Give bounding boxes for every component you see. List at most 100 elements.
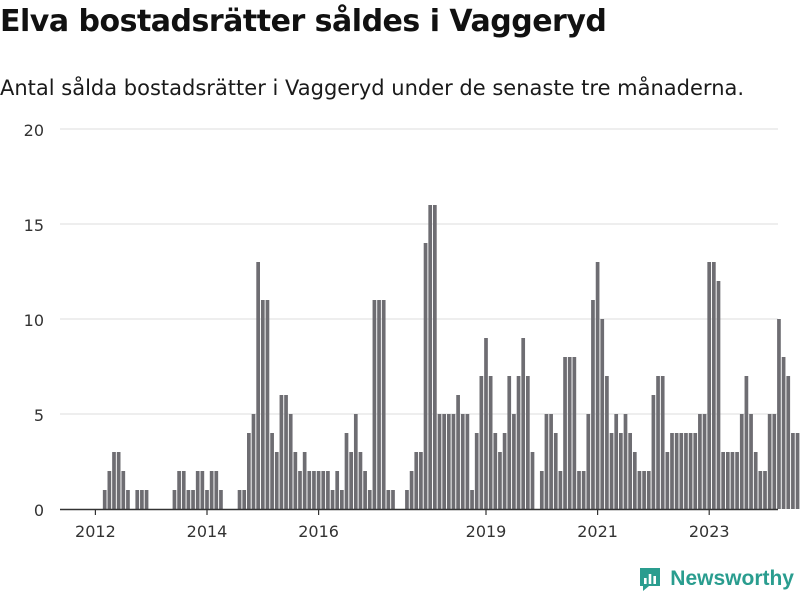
bar xyxy=(605,376,609,509)
bar xyxy=(637,471,642,509)
y-tick-label: 0 xyxy=(34,501,44,520)
bar xyxy=(744,376,749,509)
bar xyxy=(191,490,195,509)
bar xyxy=(767,414,772,509)
bar xyxy=(423,243,428,509)
bar xyxy=(316,471,321,509)
bar xyxy=(172,490,177,509)
bar xyxy=(795,433,800,509)
bar xyxy=(409,471,414,509)
y-tick-label: 5 xyxy=(34,406,44,425)
bar xyxy=(451,414,456,509)
bar xyxy=(716,281,721,509)
bar xyxy=(479,376,484,509)
bar xyxy=(712,262,716,509)
bar xyxy=(516,376,521,509)
bar xyxy=(749,414,753,509)
bar xyxy=(646,471,651,509)
bar xyxy=(614,414,619,509)
page-subtitle: Antal sålda bostadsrätter i Vaggeryd und… xyxy=(0,76,745,100)
bar xyxy=(195,471,200,509)
bar xyxy=(353,414,358,509)
bar xyxy=(707,262,712,509)
bar xyxy=(563,357,567,509)
brand-name: Newsworthy xyxy=(670,567,794,590)
bar xyxy=(786,376,791,509)
bar xyxy=(698,414,702,509)
bar xyxy=(777,319,781,509)
x-tick-label: 2021 xyxy=(577,522,618,541)
bar xyxy=(279,395,284,509)
bar xyxy=(577,471,581,509)
bar xyxy=(465,414,470,509)
bar xyxy=(735,452,739,509)
bar xyxy=(586,414,591,509)
bar xyxy=(349,452,353,509)
bar xyxy=(753,452,758,509)
x-tick-label: 2014 xyxy=(187,522,228,541)
brand-logo: Newsworthy xyxy=(638,566,794,592)
bar xyxy=(135,490,140,509)
bar xyxy=(302,452,307,509)
bar xyxy=(177,471,181,509)
bar xyxy=(237,490,242,509)
bar xyxy=(433,205,437,509)
bar xyxy=(772,414,777,509)
bar xyxy=(205,490,209,509)
bar xyxy=(144,490,149,509)
bar xyxy=(340,490,344,509)
bar xyxy=(288,414,293,509)
bar xyxy=(456,395,460,509)
bar xyxy=(405,490,409,509)
bar xyxy=(214,471,219,509)
bar xyxy=(632,452,637,509)
bar xyxy=(358,452,363,509)
x-tick-label: 2019 xyxy=(466,522,507,541)
bar xyxy=(693,433,698,509)
bar xyxy=(791,433,795,509)
bar xyxy=(126,490,130,509)
bar xyxy=(530,452,535,509)
bar xyxy=(372,300,377,509)
bar xyxy=(330,490,335,509)
bar xyxy=(758,471,763,509)
bar xyxy=(763,471,767,509)
bar xyxy=(688,433,693,509)
bar xyxy=(274,452,279,509)
bar xyxy=(739,414,744,509)
bar xyxy=(242,490,247,509)
bar xyxy=(460,414,465,509)
bar xyxy=(112,452,116,509)
bar xyxy=(656,376,660,509)
bar xyxy=(721,452,725,509)
bar xyxy=(628,433,632,509)
bar xyxy=(344,433,349,509)
bar xyxy=(591,300,595,509)
x-tick-label: 2023 xyxy=(689,522,730,541)
bar xyxy=(307,471,312,509)
bar xyxy=(209,471,214,509)
bar xyxy=(521,338,526,509)
bar xyxy=(567,357,572,509)
bar xyxy=(507,376,512,509)
bar xyxy=(549,414,553,509)
y-tick-label: 20 xyxy=(24,121,44,140)
bar xyxy=(498,452,502,509)
bar xyxy=(367,490,372,509)
bar xyxy=(256,262,260,509)
bar xyxy=(470,490,474,509)
bar xyxy=(321,471,326,509)
bar xyxy=(251,414,256,509)
bar xyxy=(446,414,451,509)
bar xyxy=(572,357,577,509)
bar xyxy=(600,319,605,509)
bar xyxy=(260,300,265,509)
bar xyxy=(619,433,623,509)
bar xyxy=(730,452,735,509)
bar xyxy=(335,471,340,509)
bar xyxy=(102,490,107,509)
bar xyxy=(293,452,298,509)
bar xyxy=(660,376,665,509)
bar xyxy=(502,433,507,509)
